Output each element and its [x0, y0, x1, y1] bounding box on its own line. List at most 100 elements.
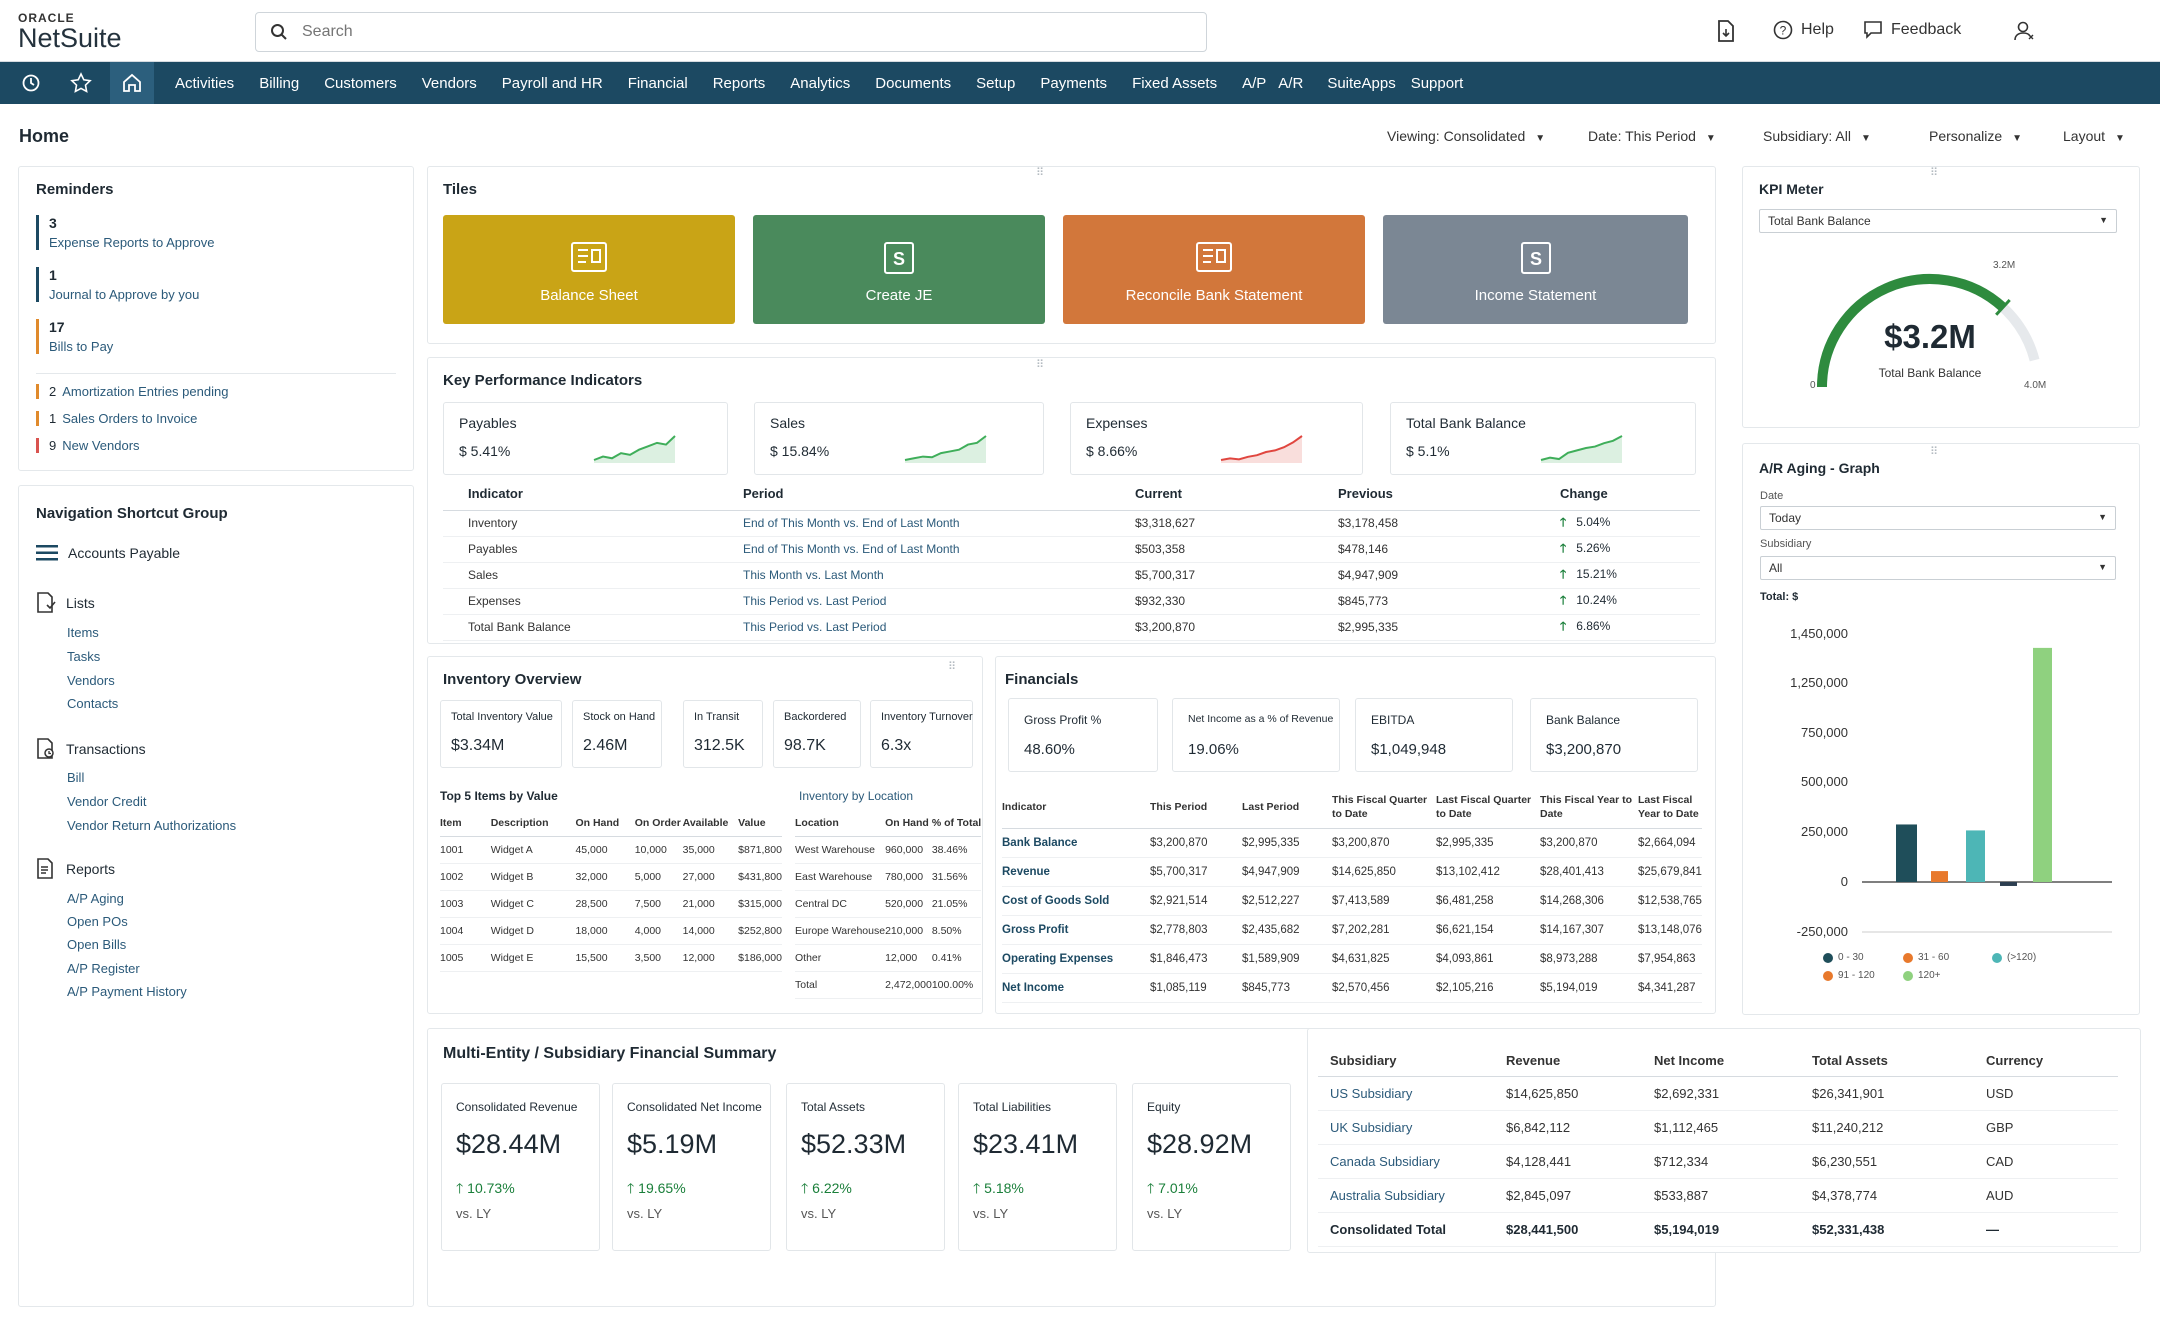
drag-handle-icon[interactable]: ⠿: [948, 661, 958, 673]
kpi-row[interactable]: Expenses This Period vs. Last Period $93…: [443, 588, 1700, 615]
top5-row[interactable]: 1003 Widget C 28,500 7,500 21,000 $315,000: [440, 890, 782, 918]
shortcut-group-lists[interactable]: Lists: [36, 592, 95, 614]
inventory-location-title[interactable]: Inventory by Location: [799, 789, 914, 803]
shortcut-link-vendor-credit[interactable]: Vendor Credit: [67, 794, 147, 809]
subsidiary-name-link[interactable]: Canada Subsidiary: [1318, 1144, 1506, 1179]
recent-records-icon[interactable]: [18, 71, 44, 95]
nav-support[interactable]: Support: [1410, 74, 1464, 92]
nav-ar[interactable]: A/R: [1278, 74, 1304, 92]
kpi-period-link[interactable]: This Month vs. Last Month: [743, 562, 1135, 589]
top5-row[interactable]: 1005 Widget E 15,500 3,500 12,000 $186,000: [440, 944, 782, 972]
legend-item[interactable]: 31 - 60: [1903, 952, 1949, 963]
shortcut-link-vendors[interactable]: Vendors: [67, 673, 115, 688]
reminder-item[interactable]: 1 Sales Orders to Invoice: [36, 411, 197, 426]
legend-item[interactable]: (>120): [1992, 952, 2036, 963]
shortcut-group-transactions[interactable]: Transactions: [36, 738, 146, 760]
entity-card[interactable]: Consolidated Revenue $28.44M 🡑 10.73% vs. L…: [441, 1083, 600, 1251]
netsuite-logo[interactable]: ORACLE NetSuite: [18, 12, 122, 52]
top5-row[interactable]: 1002 Widget B 32,000 5,000 27,000 $431,800: [440, 863, 782, 891]
favorites-star-icon[interactable]: [68, 71, 94, 95]
subsidiary-row[interactable]: Canada Subsidiary $4,128,441 $712,334 $6,23…: [1318, 1144, 2118, 1179]
financial-row[interactable]: Net Income $1,085,119 $845,773 $2,570,456 $2…: [1002, 973, 1702, 1003]
layout-button[interactable]: Layout ▼: [2063, 128, 2125, 144]
nav-analytics[interactable]: Analytics: [790, 74, 851, 92]
nav-payments[interactable]: Payments: [1040, 74, 1108, 92]
nav-ap[interactable]: A/P: [1242, 74, 1267, 92]
location-row[interactable]: East Warehouse 780,000 31.56%: [795, 863, 982, 891]
nav-financial[interactable]: Financial: [627, 74, 688, 92]
shortcut-link-ap-aging[interactable]: A/P Aging: [67, 891, 124, 906]
kpi-period-link[interactable]: This Period vs. Last Period: [743, 614, 1135, 641]
bar-120[interactable]: [1966, 830, 1985, 882]
shortcut-link-open-pos[interactable]: Open POs: [67, 914, 128, 929]
top5-row[interactable]: 1001 Widget A 45,000 10,000 35,000 $871,800: [440, 836, 782, 864]
nav-vendors[interactable]: Vendors: [421, 74, 477, 92]
kpi-period-link[interactable]: This Period vs. Last Period: [743, 588, 1135, 615]
subsidiary-filter[interactable]: Subsidiary: All ▼: [1763, 128, 1871, 144]
entity-card[interactable]: Consolidated Net Income $5.19M 🡑 19.65% vs.…: [612, 1083, 771, 1251]
tile-income-statement[interactable]: S Income Statement: [1383, 215, 1688, 324]
reminder-item[interactable]: 1 Journal to Approve by you: [36, 267, 199, 302]
shortcut-link-ap-register[interactable]: A/P Register: [67, 961, 140, 976]
kpi-card-expenses[interactable]: Expenses $ 8.66%: [1070, 402, 1363, 475]
legend-item[interactable]: 0 - 30: [1823, 952, 1864, 963]
ar-subsidiary-select[interactable]: All ▼: [1760, 556, 2116, 580]
financial-row[interactable]: Revenue $5,700,317 $4,947,909 $14,625,850 $1…: [1002, 857, 1702, 887]
financial-row[interactable]: Cost of Goods Sold $2,921,514 $2,512,227 $7…: [1002, 886, 1702, 916]
nav-reports[interactable]: Reports: [712, 74, 766, 92]
shortcut-link-vendor-return[interactable]: Vendor Return Authorizations: [67, 818, 237, 833]
subsidiary-row[interactable]: UK Subsidiary $6,842,112 $1,112,465 $11,240…: [1318, 1110, 2118, 1145]
user-menu-button[interactable]: [2013, 20, 2035, 42]
nav-fixed-assets[interactable]: Fixed Assets: [1132, 74, 1218, 92]
financial-row[interactable]: Operating Expenses $1,846,473 $1,589,909 $4…: [1002, 944, 1702, 974]
shortcut-accounts-payable[interactable]: Accounts Payable: [36, 544, 180, 562]
kpi-card-total-bank-balance[interactable]: Total Bank Balance $ 5.1%: [1390, 402, 1696, 475]
global-search-field[interactable]: [255, 12, 1207, 52]
nav-setup[interactable]: Setup: [976, 74, 1016, 92]
entity-card[interactable]: Total Assets $52.33M 🡑 6.22% vs. LY: [786, 1083, 945, 1251]
shortcut-link-tasks[interactable]: Tasks: [67, 649, 101, 664]
subsidiary-row[interactable]: US Subsidiary $14,625,850 $2,692,331 $26,34…: [1318, 1076, 2118, 1111]
kpi-meter-select[interactable]: Total Bank Balance ▼: [1759, 209, 2117, 233]
inventory-card[interactable]: Backordered 98.7K: [773, 700, 861, 768]
top5-row[interactable]: 1004 Widget D 18,000 4,000 14,000 $252,800: [440, 917, 782, 945]
legend-item[interactable]: 120+: [1903, 970, 1941, 981]
entity-card[interactable]: Equity $28.92M 🡑 7.01% vs. LY: [1132, 1083, 1291, 1251]
home-tab[interactable]: [110, 62, 154, 104]
kpi-row[interactable]: Payables End of This Month vs. End of La…: [443, 536, 1700, 563]
nav-customers[interactable]: Customers: [324, 74, 397, 92]
shortcut-link-items[interactable]: Items: [67, 625, 99, 640]
financial-card[interactable]: EBITDA $1,049,948: [1355, 698, 1513, 772]
drag-handle-icon[interactable]: ⠿: [1036, 167, 1046, 179]
tile-balance-sheet[interactable]: Balance Sheet: [443, 215, 735, 324]
financial-row[interactable]: Bank Balance $3,200,870 $2,995,335 $3,200,8…: [1002, 828, 1702, 858]
drag-handle-icon[interactable]: ⠿: [1036, 359, 1046, 371]
bar-91-120[interactable]: [2000, 882, 2017, 886]
nav-payroll-hr[interactable]: Payroll and HR: [501, 74, 603, 92]
shortcut-group-reports[interactable]: Reports: [36, 858, 115, 880]
kpi-card-payables[interactable]: Payables $ 5.41%: [443, 402, 728, 475]
financial-card[interactable]: Bank Balance $3,200,870: [1530, 698, 1698, 772]
nav-suiteapps[interactable]: SuiteApps: [1327, 74, 1396, 92]
location-row[interactable]: Total 2,472,000 100.00%: [795, 971, 982, 999]
nav-documents[interactable]: Documents: [875, 74, 952, 92]
subsidiary-name-link[interactable]: UK Subsidiary: [1318, 1110, 1506, 1145]
kpi-row[interactable]: Total Bank Balance This Period vs. Last …: [443, 614, 1700, 641]
inventory-card[interactable]: Stock on Hand 2.46M: [572, 700, 662, 768]
ar-date-select[interactable]: Today ▼: [1760, 506, 2116, 530]
legend-item[interactable]: 91 - 120: [1823, 970, 1875, 981]
home-icon[interactable]: [119, 71, 145, 95]
tile-reconcile-bank[interactable]: Reconcile Bank Statement: [1063, 215, 1365, 324]
inventory-card[interactable]: Inventory Turnover 6.3x: [870, 700, 973, 768]
inventory-card[interactable]: In Transit 312.5K: [683, 700, 763, 768]
entity-card[interactable]: Total Liabilities $23.41M 🡑 5.18% vs. LY: [958, 1083, 1117, 1251]
viewing-filter[interactable]: Viewing: Consolidated ▼: [1387, 128, 1545, 144]
kpi-period-link[interactable]: End of This Month vs. End of Last Month: [743, 510, 1135, 537]
financial-card[interactable]: Net Income as a % of Revenue 19.06%: [1172, 698, 1340, 772]
reminder-item[interactable]: 3 Expense Reports to Approve: [36, 215, 215, 250]
shortcut-link-open-bills[interactable]: Open Bills: [67, 937, 127, 952]
kpi-row[interactable]: Sales This Month vs. Last Month $5,700,3…: [443, 562, 1700, 589]
bar-31-60[interactable]: [1931, 871, 1948, 882]
recent-doc-button[interactable]: [1717, 20, 1735, 42]
personalize-button[interactable]: Personalize ▼: [1929, 128, 2022, 144]
